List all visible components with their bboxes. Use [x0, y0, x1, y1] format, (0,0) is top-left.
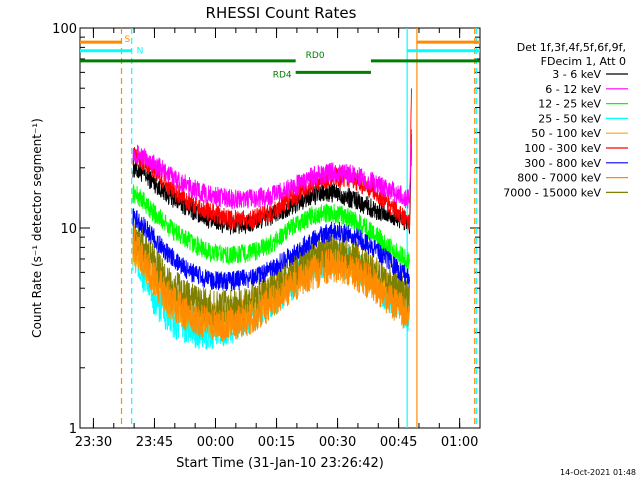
- x-tick-label: 00:45: [380, 435, 417, 450]
- x-tick-label: 00:00: [197, 435, 234, 450]
- legend-label: 50 - 100 keV: [531, 127, 601, 140]
- legend-label: 800 - 7000 keV: [517, 172, 601, 185]
- x-tick-label: 00:15: [258, 435, 295, 450]
- legend-label: 3 - 6 keV: [552, 68, 601, 81]
- x-tick-label: 00:30: [319, 435, 356, 450]
- plot-area: [120, 28, 477, 428]
- legend-label: 12 - 25 keV: [538, 98, 601, 111]
- flag-bars: SN RD0 RD4: [80, 35, 480, 80]
- footer-timestamp: 14-Oct-2021 01:48: [560, 468, 636, 477]
- legend-label: 7000 - 15000 keV: [503, 186, 601, 199]
- flag-label: N: [137, 47, 144, 57]
- y-tick-label: 10: [60, 222, 77, 237]
- x-tick-label: 23:30: [75, 435, 112, 450]
- legend-label: 6 - 12 keV: [545, 83, 601, 96]
- flag-label: RD4: [273, 70, 292, 80]
- legend-label: 100 - 300 keV: [524, 142, 601, 155]
- legend-label: 300 - 800 keV: [524, 157, 601, 170]
- series-line: [132, 129, 412, 210]
- legend: Det 1f,3f,4f,5f,6f,9f,FDecim 1, Att 03 -…: [503, 41, 628, 199]
- legend-header: Det 1f,3f,4f,5f,6f,9f,: [517, 41, 626, 54]
- y-axis-label: Count Rate (s⁻¹ detector segment⁻¹): [30, 118, 44, 338]
- legend-header: FDecim 1, Att 0: [541, 55, 626, 68]
- x-tick-label: 23:45: [136, 435, 173, 450]
- series-line: [132, 184, 410, 270]
- x-tick-label: 01:00: [441, 435, 478, 450]
- series-line: [132, 208, 410, 292]
- y-tick-label: 1: [69, 422, 77, 437]
- y-tick-label: 100: [52, 22, 77, 37]
- series-line: [132, 226, 410, 343]
- legend-label: 25 - 50 keV: [538, 112, 601, 125]
- x-axis: 23:30 23:45 00:00 00:15 00:30 00:45 01:00: [75, 28, 481, 450]
- y-axis: 1 10 100: [52, 22, 480, 437]
- flag-label: RD0: [306, 51, 325, 61]
- flag-label: S: [125, 35, 131, 45]
- chart-title: RHESSI Count Rates: [206, 4, 357, 22]
- x-axis-label: Start Time (31-Jan-10 23:26:42): [176, 456, 384, 471]
